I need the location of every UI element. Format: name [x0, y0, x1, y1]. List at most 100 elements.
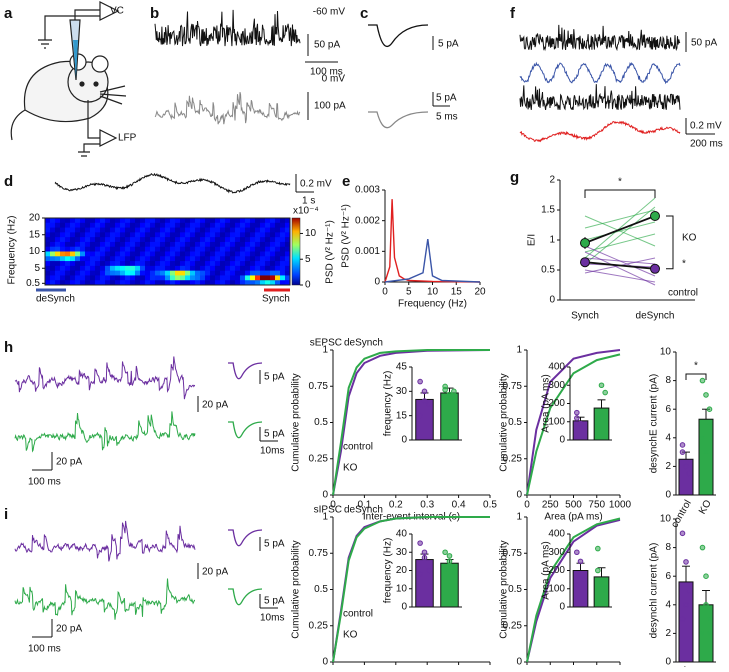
data-point: [452, 397, 457, 402]
heatmap-cell: [275, 218, 280, 223]
heatmap-cell: [200, 256, 205, 261]
heatmap-cell: [155, 237, 160, 242]
heatmap-cell: [70, 256, 75, 261]
heatmap-cell: [200, 252, 205, 257]
data-point: [578, 559, 583, 564]
heatmap-cell: [265, 271, 270, 276]
scale-label: 20 pA: [202, 400, 228, 411]
heatmap-cell: [230, 266, 235, 271]
data-point: [575, 550, 580, 555]
tick-label: 10: [29, 246, 41, 257]
heatmap-cell: [210, 252, 215, 257]
legend-label: KO: [682, 233, 697, 244]
event-trace: [228, 422, 262, 438]
tick-label: 400: [548, 362, 565, 373]
heatmap-cell: [210, 242, 215, 247]
heatmap-cell: [55, 271, 60, 276]
heatmap-cell: [125, 271, 130, 276]
heatmap-cell: [55, 223, 60, 228]
heatmap-cell: [225, 242, 230, 247]
heatmap-cell: [270, 247, 275, 252]
heatmap-cell: [155, 242, 160, 247]
heatmap-cell: [205, 247, 210, 252]
heatmap-cell: [85, 228, 90, 233]
panel-label: f: [510, 5, 516, 22]
heatmap-cell: [70, 252, 75, 257]
tick-label: 10: [305, 228, 317, 239]
heatmap-cell: [210, 237, 215, 242]
heatmap-cell: [145, 271, 150, 276]
heatmap-cell: [275, 232, 280, 237]
heatmap-cell: [130, 266, 135, 271]
heatmap-cell: [125, 275, 130, 280]
heatmap-cell: [215, 252, 220, 257]
heatmap-cell: [75, 247, 80, 252]
heatmap-cell: [190, 275, 195, 280]
heatmap-cell: [60, 275, 65, 280]
heatmap-cell: [90, 223, 95, 228]
heatmap-cell: [200, 271, 205, 276]
heatmap-cell: [105, 228, 110, 233]
heatmap-cell: [245, 237, 250, 242]
heatmap-cell: [240, 237, 245, 242]
heatmap-cell: [265, 228, 270, 233]
tick-label: 8: [665, 542, 671, 553]
heatmap-cell: [260, 275, 265, 280]
heatmap-cell: [95, 228, 100, 233]
heatmap-cell: [240, 218, 245, 223]
series-line: [385, 199, 480, 282]
heatmap-cell: [120, 242, 125, 247]
heatmap-cell: [75, 256, 80, 261]
heatmap-cell: [270, 218, 275, 223]
panel-label: c: [360, 5, 368, 22]
heatmap-cell: [70, 271, 75, 276]
tick-label: 45: [396, 362, 408, 373]
heatmap-cell: [220, 218, 225, 223]
tick-label: 10: [396, 583, 408, 594]
heatmap-cell: [265, 275, 270, 280]
category-label: control: [669, 498, 694, 529]
heatmap-cell: [85, 242, 90, 247]
heatmap-cell: [80, 266, 85, 271]
data-point: [603, 390, 608, 395]
heatmap-cell: [55, 275, 60, 280]
tick-label: 1: [516, 512, 522, 523]
heatmap-cell: [110, 247, 115, 252]
heatmap-cell: [65, 271, 70, 276]
heatmap-cell: [145, 228, 150, 233]
data-point: [427, 568, 432, 573]
heatmap-cell: [135, 275, 140, 280]
heatmap-cell: [265, 261, 270, 266]
heatmap-cell: [245, 252, 250, 257]
heatmap-cell: [55, 237, 60, 242]
heatmap-cell: [210, 256, 215, 261]
heatmap-cell: [185, 232, 190, 237]
heatmap-cell: [260, 247, 265, 252]
label: 5 ms: [436, 112, 458, 123]
heatmap-cell: [260, 256, 265, 261]
heatmap-cell: [220, 223, 225, 228]
heatmap-cell: [110, 237, 115, 242]
heatmap-cell: [75, 218, 80, 223]
heatmap-cell: [190, 242, 195, 247]
scale-label: 5 pA: [264, 539, 285, 550]
heatmap-cell: [160, 237, 165, 242]
heatmap-cell: [215, 242, 220, 247]
heatmap-cell: [190, 256, 195, 261]
heatmap-cell: [280, 252, 285, 257]
heatmap-cell: [55, 266, 60, 271]
heatmap-cell: [280, 271, 285, 276]
tick-label: 5: [34, 263, 40, 274]
heatmap-cell: [265, 247, 270, 252]
heatmap-cell: [170, 275, 175, 280]
heatmap-cell: [140, 218, 145, 223]
heatmap-cell: [135, 266, 140, 271]
legend-label: control: [343, 442, 373, 453]
heatmap-cell: [115, 252, 120, 257]
heatmap-cell: [135, 271, 140, 276]
heatmap-cell: [215, 228, 220, 233]
label: 0.2 mV: [690, 121, 722, 132]
heatmap-cell: [155, 256, 160, 261]
heatmap-cell: [210, 218, 215, 223]
heatmap-cell: [185, 223, 190, 228]
